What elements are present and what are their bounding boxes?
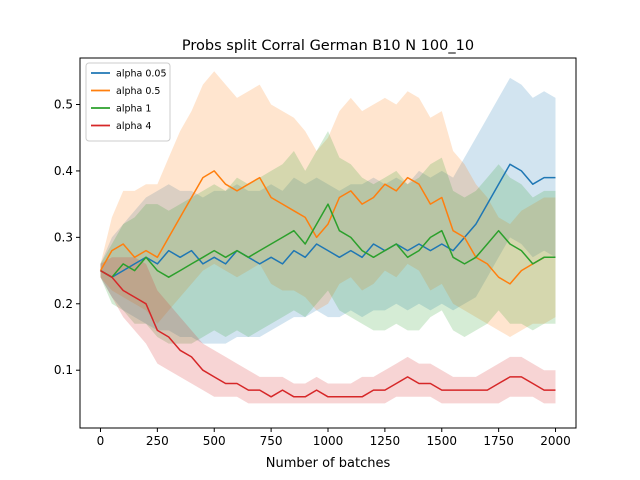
line-series-2 [100,203,556,278]
line-series-0 [100,163,556,278]
x-tick-label-3: 750 [260,434,283,448]
legend-label-0: alpha 0.05 [116,69,167,80]
legend-label-3: alpha 4 [116,121,151,132]
legend-box [85,62,171,142]
x-tick-label-1: 250 [146,434,169,448]
legend-label-2: alpha 1 [116,104,151,115]
y-tick-label-3: 0.4 [54,164,73,178]
x-axis-label: Number of batches [266,456,391,471]
chart-title: Probs split Corral German B10 N 100_10 [182,38,474,54]
x-tick-label-6: 1500 [426,434,457,448]
legend-label-1: alpha 0.5 [116,86,160,97]
y-tick-label-0: 0.1 [54,363,73,377]
y-tick-label-2: 0.3 [54,230,73,244]
legend: alpha 0.05 alpha 0.5 alpha 1 alpha 4 [85,62,171,142]
x-axis-ticks: 0 250 500 750 1000 1250 1500 1750 2000 [97,428,571,448]
y-tick-label-4: 0.5 [54,97,73,111]
series-lines [99,163,556,398]
y-tick-label-1: 0.2 [54,297,73,311]
x-tick-label-7: 1750 [483,434,514,448]
band-series-2 [100,131,556,344]
band-series-0 [100,77,556,344]
y-axis-ticks: 0.1 0.2 0.3 0.4 0.5 [54,97,80,377]
x-tick-label-4: 1000 [313,434,344,448]
x-tick-label-2: 500 [203,434,226,448]
x-tick-label-8: 2000 [540,434,571,448]
x-tick-label-5: 1250 [370,434,401,448]
line-series-1 [99,170,556,285]
line-series-3 [100,269,556,398]
x-tick-label-0: 0 [97,434,105,448]
band-series-3 [100,257,556,404]
